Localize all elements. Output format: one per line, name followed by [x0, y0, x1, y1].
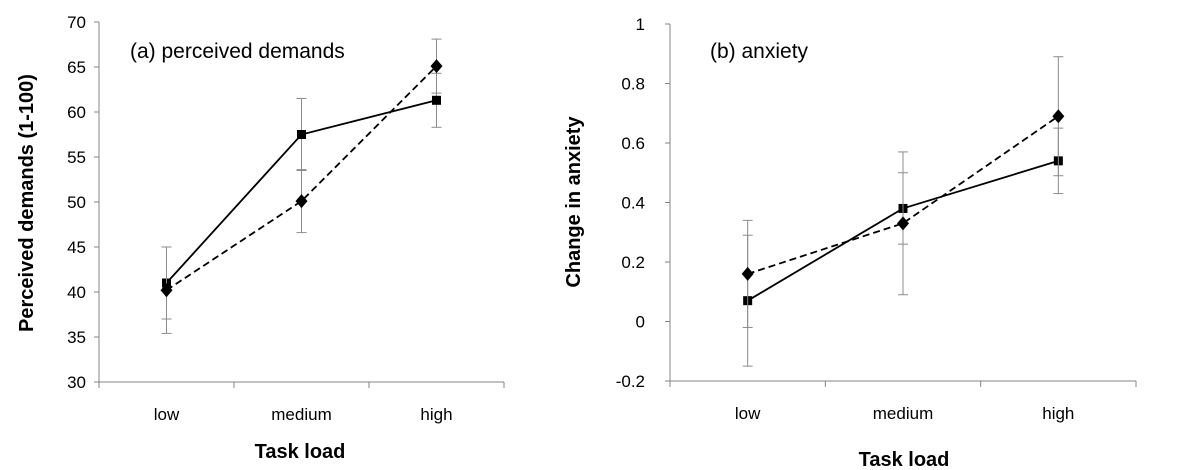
y-tick-label: 70 [67, 13, 86, 32]
data-point-square [297, 130, 306, 139]
y-tick-label: 1 [636, 15, 645, 34]
data-point-diamond [295, 194, 308, 209]
x-tick-label: low [735, 404, 761, 423]
y-tick-label: 0.2 [621, 253, 645, 272]
x-axis-title: Task load [255, 441, 346, 463]
y-tick-label: 30 [67, 373, 86, 392]
data-point-diamond [430, 59, 443, 74]
x-axis-title: Task load [859, 449, 950, 470]
chart-panel-a: 30 35 40 45 50 55 60 65 70 low medium high Task load… [16, 13, 505, 463]
y-tick-label: 0.6 [621, 134, 645, 153]
y-tick-label: 45 [67, 238, 86, 257]
data-point-diamond [160, 283, 173, 298]
y-tick-label: 65 [67, 58, 86, 77]
y-tick-label: 50 [67, 193, 86, 212]
y-tick-label: 60 [67, 103, 86, 122]
x-tick-label: low [154, 405, 180, 424]
x-tick-label: high [1042, 404, 1074, 423]
y-tick-label: 0.8 [621, 75, 645, 94]
data-point-square [432, 95, 441, 105]
y-tick-label: -0.2 [616, 372, 645, 391]
data-point-diamond [1052, 109, 1065, 124]
series-line [747, 115, 1059, 275]
y-axis-title: Perceived demands (1-100) [16, 74, 38, 332]
y-tick-label: 0 [636, 313, 645, 332]
data-point-diamond [897, 216, 909, 231]
panel-annotation: (b) anxiety [710, 40, 809, 63]
y-tick-label: 55 [67, 148, 86, 167]
y-axis-title: Change in anxiety [563, 116, 585, 288]
x-tick-label: high [420, 405, 452, 424]
chart-panel-b: -0.2 0 0.2 0.4 0.6 0.8 1 low medium high Task load… [563, 15, 1137, 470]
y-tick-label: 40 [67, 283, 86, 302]
data-point-diamond [741, 266, 754, 281]
series-line [166, 65, 438, 291]
series-diamond [741, 56, 1065, 328]
y-tick-label: 35 [67, 328, 86, 347]
series-diamond [160, 38, 443, 334]
x-tick-label: medium [873, 404, 933, 423]
panel-annotation: (a) perceived demands [130, 40, 345, 63]
y-tick-label: 0.4 [621, 194, 645, 213]
x-tick-label: medium [271, 405, 331, 424]
